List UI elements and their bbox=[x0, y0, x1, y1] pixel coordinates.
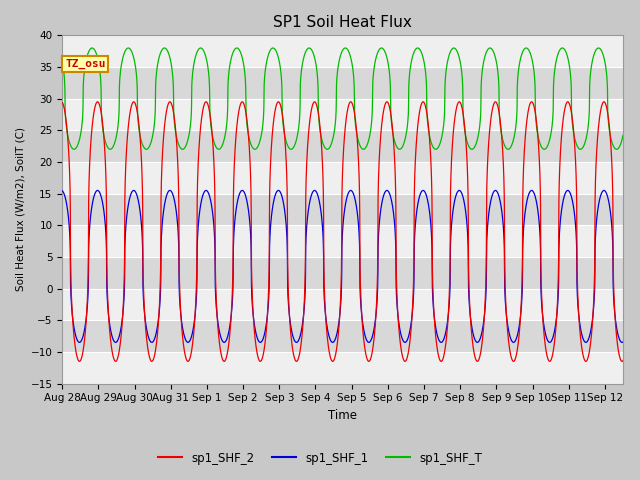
Bar bbox=[62, 36, 623, 67]
Legend: sp1_SHF_2, sp1_SHF_1, sp1_SHF_T: sp1_SHF_2, sp1_SHF_1, sp1_SHF_T bbox=[154, 447, 486, 469]
Bar bbox=[62, 288, 623, 320]
Bar bbox=[62, 225, 623, 257]
Y-axis label: Soil Heat Flux (W/m2), SoilT (C): Soil Heat Flux (W/m2), SoilT (C) bbox=[15, 127, 25, 291]
X-axis label: Time: Time bbox=[328, 409, 357, 422]
Title: SP1 Soil Heat Flux: SP1 Soil Heat Flux bbox=[273, 15, 412, 30]
Bar bbox=[62, 162, 623, 193]
Text: TZ_osu: TZ_osu bbox=[65, 59, 106, 69]
Bar bbox=[62, 352, 623, 384]
Bar bbox=[62, 99, 623, 130]
